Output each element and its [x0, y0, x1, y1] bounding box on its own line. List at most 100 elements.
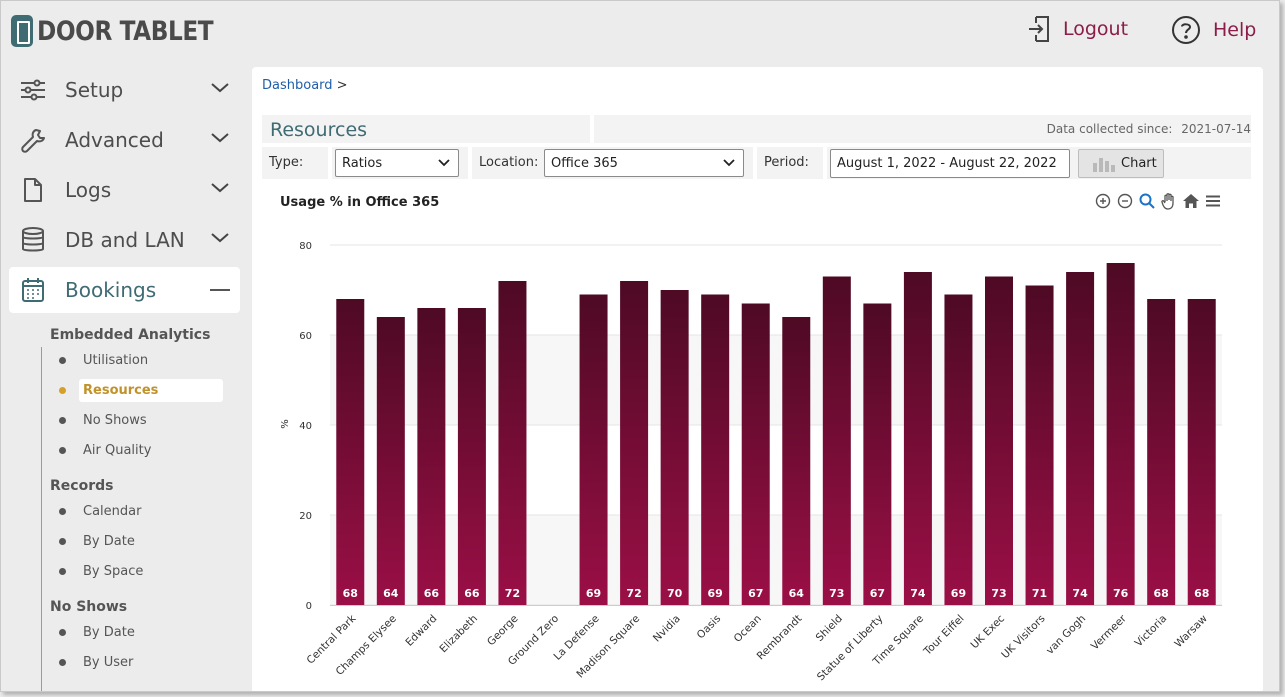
- type-select[interactable]: Ratios: [335, 149, 459, 177]
- chart-bar: [985, 276, 1013, 605]
- logout-label: Logout: [1063, 18, 1129, 40]
- bar-data-label: 73: [829, 587, 844, 600]
- bar-data-label: 68: [1154, 587, 1169, 600]
- sub-item-resources[interactable]: Resources: [59, 377, 223, 403]
- sub-item-no-shows[interactable]: No Shows: [59, 407, 223, 433]
- chevron-down-icon[interactable]: [210, 131, 230, 145]
- chart-bar: [498, 281, 527, 605]
- sub-item-noshow-by-user[interactable]: By User: [59, 649, 223, 675]
- zoom-in-icon[interactable]: [1094, 192, 1112, 210]
- bullet-icon: [59, 567, 66, 575]
- y-tick-label: 20: [299, 511, 312, 522]
- x-tick-label: UK Exec: [968, 612, 1007, 651]
- chart-bar: [376, 317, 405, 605]
- bar-data-label: 66: [464, 587, 480, 600]
- breadcrumb: Dashboard >: [262, 78, 348, 93]
- bar-data-label: 68: [1194, 587, 1209, 600]
- nav-logs[interactable]: Logs: [9, 167, 240, 213]
- bar-data-label: 71: [1032, 587, 1047, 600]
- chart-button-label: Chart: [1121, 155, 1157, 171]
- location-select-value: Office 365: [551, 155, 618, 171]
- x-tick-label: Shield: [814, 613, 845, 644]
- logout-link[interactable]: Logout: [1027, 15, 1128, 43]
- tree-line: [41, 347, 42, 691]
- chart-bar: [1025, 285, 1054, 605]
- y-tick-label: 40: [299, 421, 312, 432]
- help-icon: [1172, 16, 1200, 44]
- sub-item-noshow-by-date[interactable]: By Date: [59, 619, 223, 645]
- chart-bar: [903, 272, 932, 605]
- sliders-icon: [19, 79, 47, 101]
- bullet-icon: [59, 537, 66, 545]
- door-logo-icon: [11, 15, 33, 47]
- location-select[interactable]: Office 365: [544, 149, 744, 177]
- resources-header: Resources Data collected since: 2021-07-…: [262, 115, 1251, 143]
- data-collected-label: Data collected since:: [1046, 122, 1173, 136]
- logo[interactable]: DOOR TABLET: [11, 15, 242, 47]
- separator: [468, 147, 472, 179]
- pan-hand-icon[interactable]: [1160, 192, 1178, 210]
- chevron-down-icon: [438, 159, 450, 167]
- sub-item-calendar[interactable]: Calendar: [59, 498, 223, 524]
- sub-item-utilisation[interactable]: Utilisation: [59, 347, 223, 373]
- help-link[interactable]: Help: [1171, 15, 1256, 45]
- x-tick-label: Victoria: [1133, 613, 1170, 650]
- x-tick-label: van Gogh: [1044, 613, 1088, 657]
- x-tick-label: Warsaw: [1172, 612, 1210, 650]
- filter-bar: Type: Ratios Location: Office 365 Period…: [262, 147, 1251, 179]
- x-tick-label: UK Visitors: [999, 613, 1047, 661]
- nav-advanced[interactable]: Advanced: [9, 117, 240, 163]
- x-tick-label: Elizabeth: [437, 613, 480, 656]
- bullet-icon: [59, 507, 66, 515]
- bar-data-label: 68: [343, 587, 358, 600]
- separator: [328, 147, 332, 179]
- calendar-icon: [19, 277, 47, 303]
- chart-bar: [336, 299, 365, 605]
- period-input[interactable]: August 1, 2022 - August 22, 2022: [830, 148, 1070, 178]
- bar-data-label: 69: [951, 587, 966, 600]
- file-icon: [19, 177, 47, 203]
- sub-item-air-quality[interactable]: Air Quality: [59, 437, 223, 463]
- nav-bookings[interactable]: Bookings: [9, 267, 240, 313]
- bar-data-label: 64: [789, 587, 805, 600]
- bar-data-label: 66: [424, 587, 440, 600]
- bullet-icon: [59, 356, 66, 364]
- chevron-down-icon[interactable]: [210, 181, 230, 195]
- bar-data-label: 76: [1113, 587, 1129, 600]
- logo-text: DOOR TABLET: [37, 15, 214, 47]
- logout-icon: [1029, 16, 1049, 42]
- sub-item-by-space[interactable]: By Space: [59, 558, 223, 584]
- chart-title: Usage % in Office 365: [280, 195, 440, 210]
- help-label: Help: [1213, 19, 1257, 41]
- sub-item-by-date[interactable]: By Date: [59, 528, 223, 554]
- type-select-value: Ratios: [342, 155, 383, 171]
- bullet-icon: [59, 416, 66, 424]
- breadcrumb-dashboard[interactable]: Dashboard: [262, 78, 333, 93]
- y-tick-label: 0: [306, 601, 312, 612]
- chevron-down-icon[interactable]: [210, 81, 230, 95]
- bar-data-label: 70: [667, 587, 683, 600]
- nav-setup[interactable]: Setup: [9, 67, 240, 113]
- x-tick-label: Oasis: [695, 613, 724, 642]
- chart-button[interactable]: Chart: [1078, 148, 1164, 178]
- zoom-selection-icon[interactable]: [1138, 192, 1156, 210]
- group-records: Records: [50, 478, 114, 494]
- bar-chart-icon: [1093, 158, 1115, 172]
- main-panel: Dashboard > Resources Data collected sin…: [252, 67, 1263, 691]
- nav-logs-label: Logs: [65, 178, 112, 202]
- data-collected: Data collected since: 2021-07-14: [594, 115, 1251, 143]
- zoom-out-icon[interactable]: [1116, 192, 1134, 210]
- chart-bar: [822, 276, 851, 605]
- bullet-icon: [59, 446, 66, 454]
- y-tick-label: 80: [299, 241, 312, 252]
- home-icon[interactable]: [1182, 192, 1200, 210]
- collapse-icon[interactable]: [210, 289, 230, 291]
- nav-db-and-lan[interactable]: DB and LAN: [9, 217, 240, 263]
- y-tick-label: 60: [299, 331, 312, 342]
- menu-icon[interactable]: [1204, 192, 1222, 210]
- chart-bar: [620, 281, 649, 605]
- chart-bar: [944, 294, 973, 605]
- nav-advanced-label: Advanced: [65, 128, 164, 152]
- chevron-down-icon[interactable]: [210, 231, 230, 245]
